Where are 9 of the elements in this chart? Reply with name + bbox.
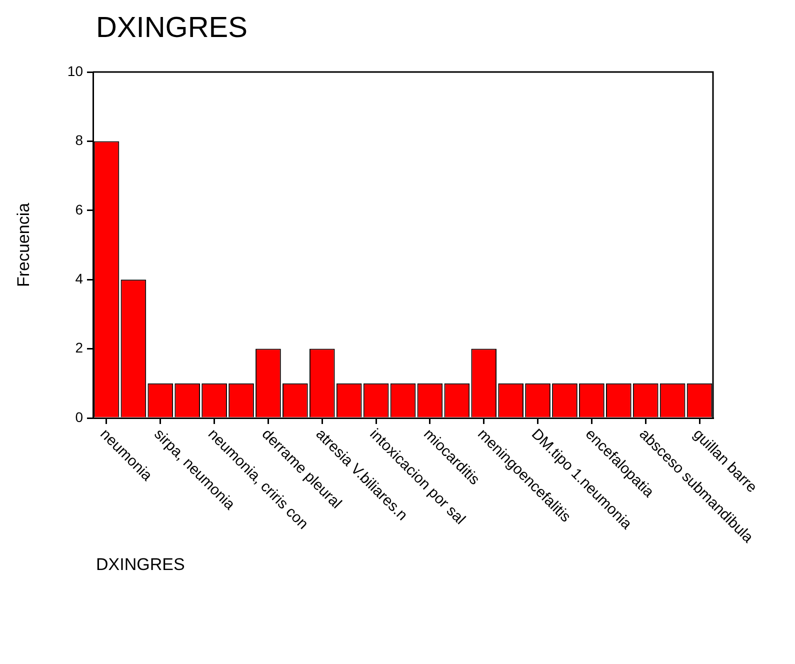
y-tick-label: 0 (75, 408, 84, 425)
x-axis-title: DXINGRES (96, 555, 185, 575)
y-tick-label: 2 (75, 340, 84, 356)
y-tick-label: 8 (75, 132, 84, 148)
chart-title: DXINGRES (96, 12, 248, 45)
y-tick-label: 6 (75, 201, 84, 218)
y-axis-title: Frecuencia (14, 202, 33, 288)
y-tick-label: 10 (67, 62, 84, 79)
y-tick-label: 4 (75, 270, 84, 286)
